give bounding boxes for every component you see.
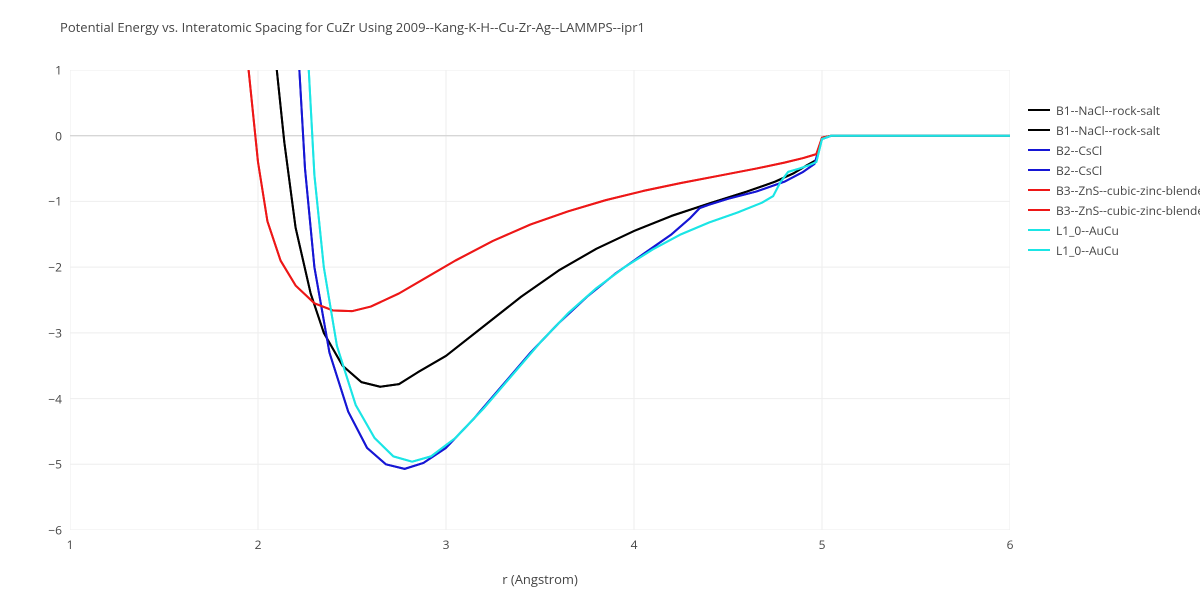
legend-item[interactable]: L1_0--AuCu xyxy=(1028,240,1200,260)
legend-swatch xyxy=(1028,189,1050,191)
legend-label: B1--NaCl--rock-salt xyxy=(1056,102,1160,119)
legend-swatch xyxy=(1028,209,1050,211)
legend-label: B2--CsCl xyxy=(1056,142,1102,159)
legend-label: B3--ZnS--cubic-zinc-blende xyxy=(1056,182,1200,199)
legend-item[interactable]: B2--CsCl xyxy=(1028,160,1200,180)
y-tick: −1 xyxy=(32,193,62,210)
chart-title: Potential Energy vs. Interatomic Spacing… xyxy=(60,18,645,36)
x-tick: 5 xyxy=(819,536,826,553)
x-tick: 3 xyxy=(443,536,450,553)
legend-swatch xyxy=(1028,149,1050,151)
plot-area[interactable] xyxy=(70,70,1010,530)
y-tick: −2 xyxy=(32,259,62,276)
legend-label: L1_0--AuCu xyxy=(1056,242,1119,259)
x-tick: 2 xyxy=(255,536,262,553)
legend-swatch xyxy=(1028,249,1050,251)
x-tick: 6 xyxy=(1007,536,1014,553)
x-tick: 4 xyxy=(631,536,638,553)
legend-item[interactable]: L1_0--AuCu xyxy=(1028,220,1200,240)
legend-label: B2--CsCl xyxy=(1056,162,1102,179)
plot-svg xyxy=(70,70,1010,530)
legend-label: B1--NaCl--rock-salt xyxy=(1056,122,1160,139)
legend[interactable]: B1--NaCl--rock-salt B1--NaCl--rock-salt B2… xyxy=(1028,100,1200,260)
x-axis-label: r (Angstrom) xyxy=(70,570,1010,588)
legend-item[interactable]: B2--CsCl xyxy=(1028,140,1200,160)
legend-item[interactable]: B1--NaCl--rock-salt xyxy=(1028,100,1200,120)
legend-swatch xyxy=(1028,109,1050,111)
legend-label: B3--ZnS--cubic-zinc-blende xyxy=(1056,202,1200,219)
legend-swatch xyxy=(1028,169,1050,171)
x-tick: 1 xyxy=(67,536,74,553)
y-tick: 0 xyxy=(32,127,62,144)
y-tick: 1 xyxy=(32,62,62,79)
legend-item[interactable]: B3--ZnS--cubic-zinc-blende xyxy=(1028,200,1200,220)
legend-swatch xyxy=(1028,129,1050,131)
y-tick: −3 xyxy=(32,324,62,341)
y-tick: −4 xyxy=(32,390,62,407)
legend-swatch xyxy=(1028,229,1050,231)
y-tick: −5 xyxy=(32,456,62,473)
legend-item[interactable]: B1--NaCl--rock-salt xyxy=(1028,120,1200,140)
legend-item[interactable]: B3--ZnS--cubic-zinc-blende xyxy=(1028,180,1200,200)
legend-label: L1_0--AuCu xyxy=(1056,222,1119,239)
y-tick: −6 xyxy=(32,522,62,539)
